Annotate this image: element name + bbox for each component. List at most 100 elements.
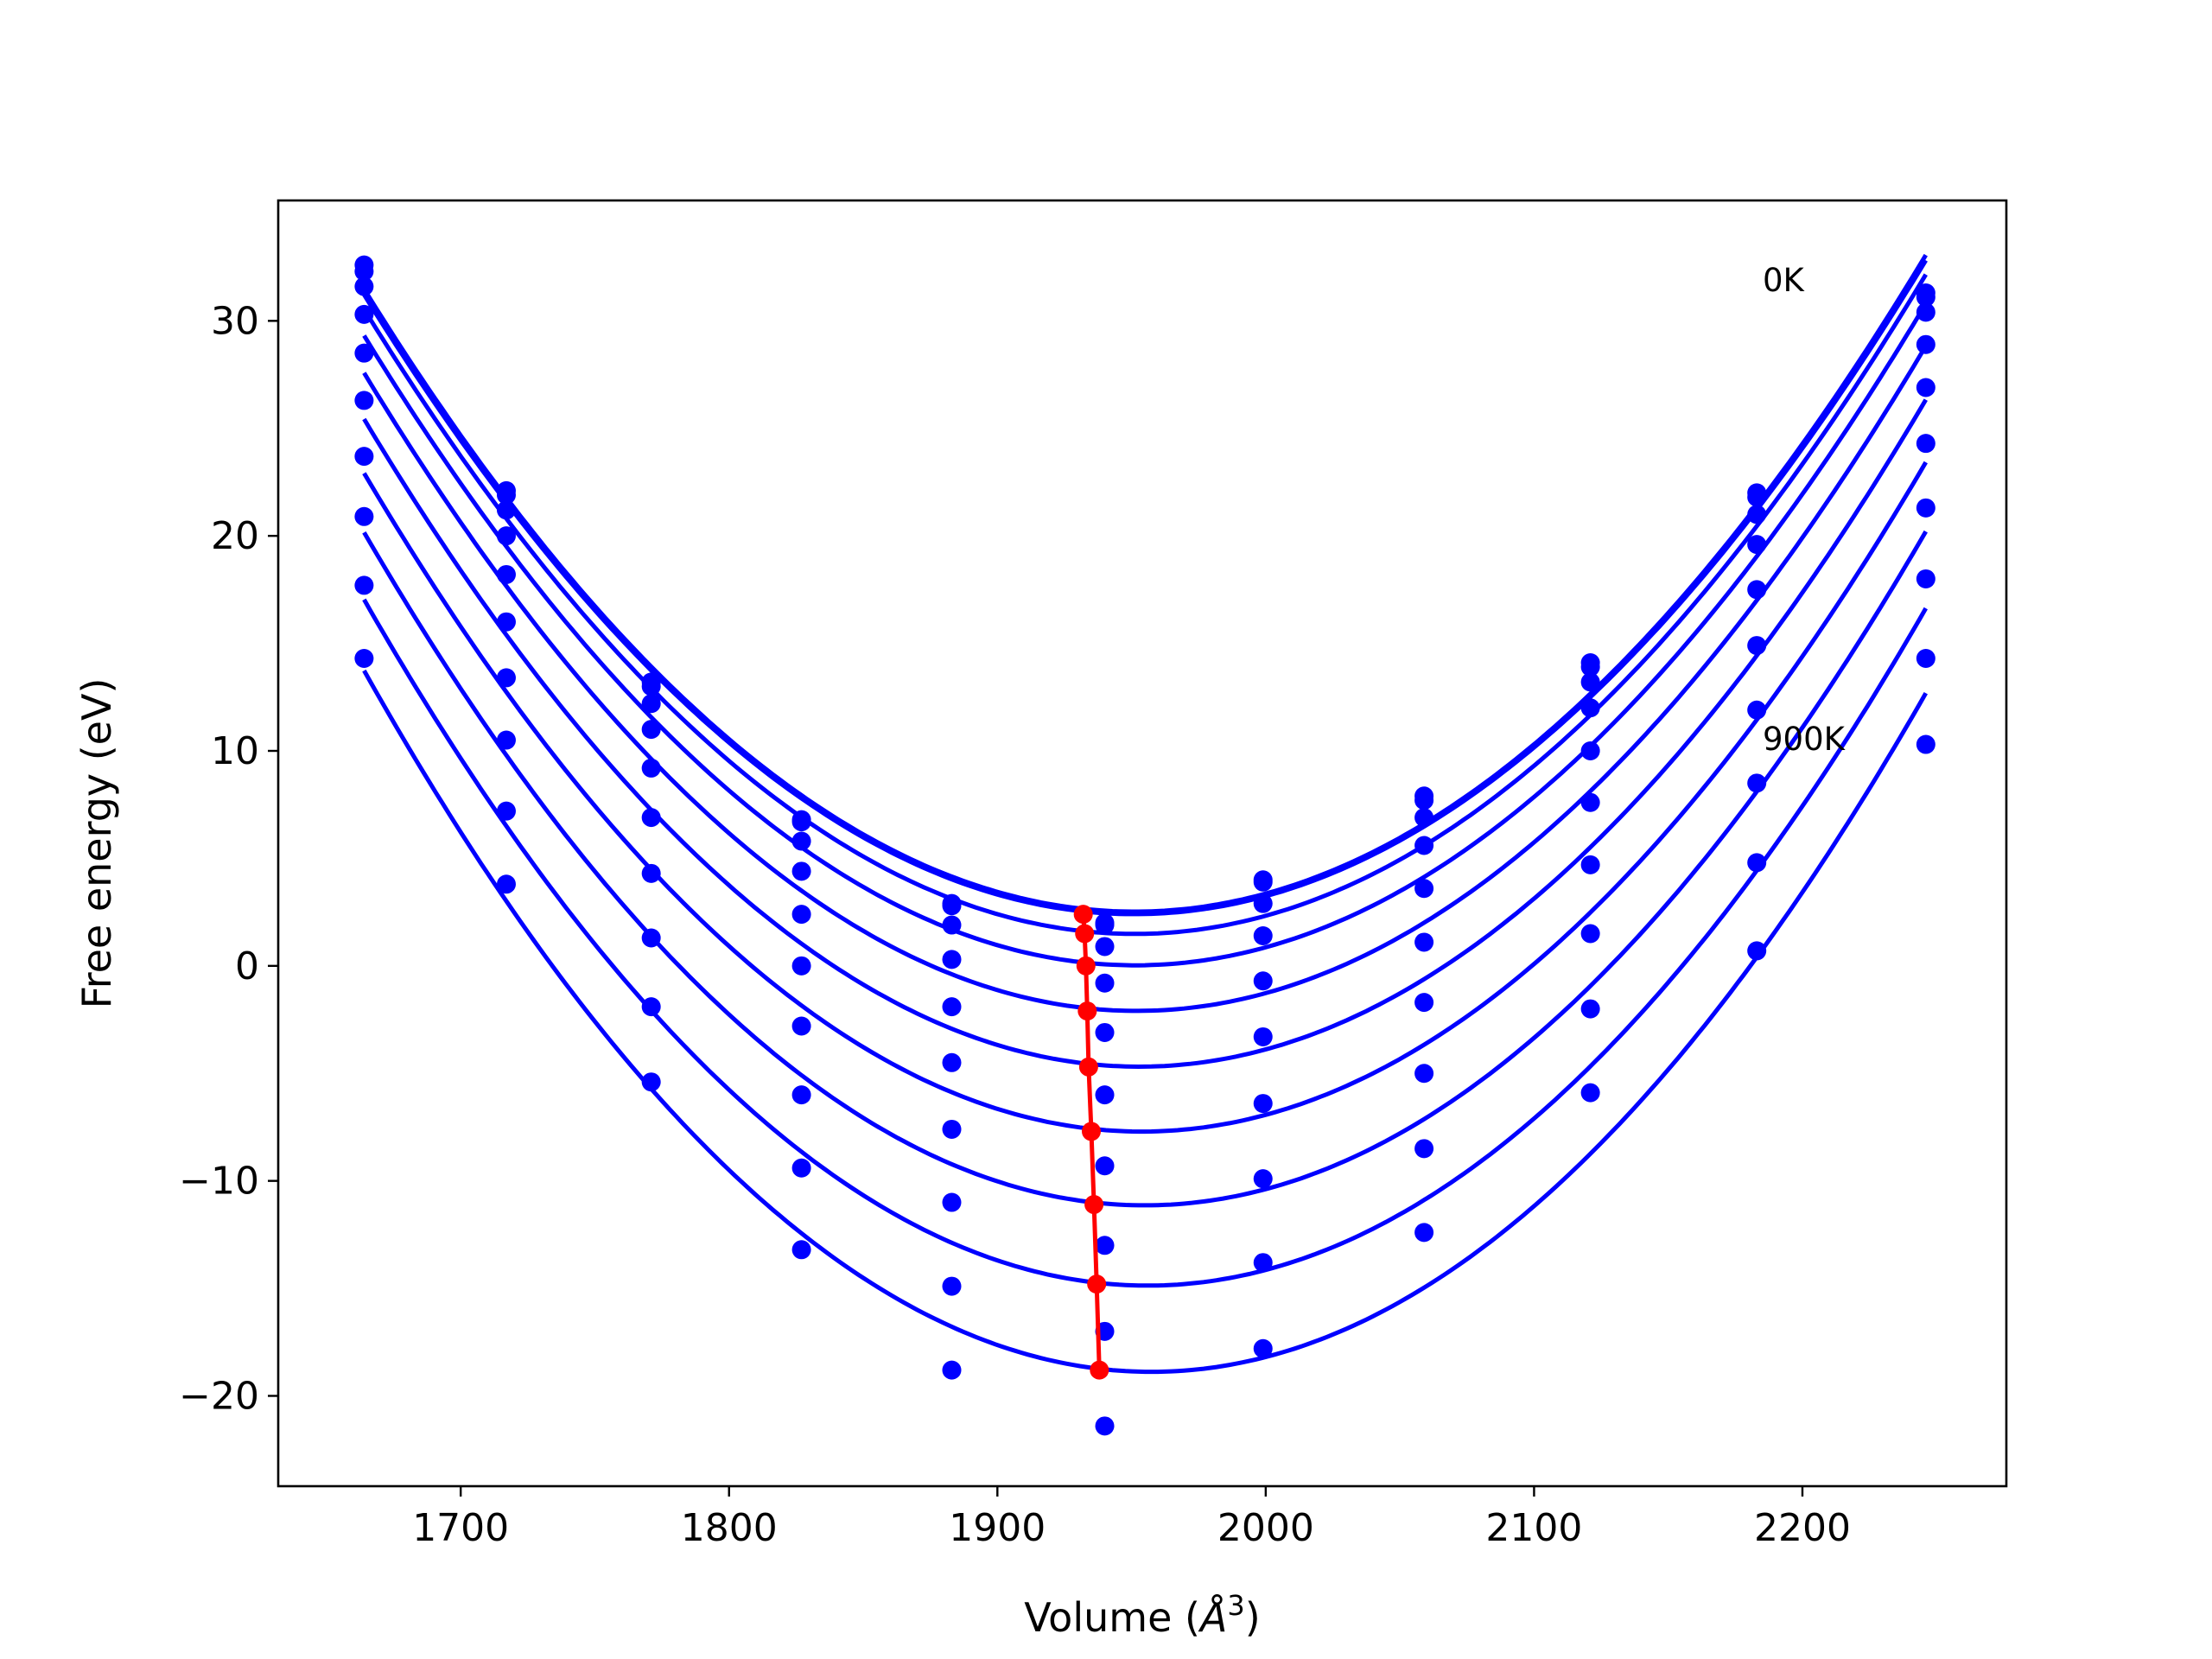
- data-point: [354, 343, 374, 363]
- fit-curve-8: [362, 598, 1928, 1288]
- data-point: [1580, 999, 1600, 1019]
- data-point: [1747, 487, 1767, 507]
- data-point: [942, 1192, 962, 1212]
- data-point: [641, 1072, 661, 1092]
- data-point: [791, 905, 811, 925]
- data-point: [1580, 792, 1600, 812]
- data-point: [496, 526, 516, 546]
- minimum-point: [1084, 1195, 1104, 1215]
- data-point: [1916, 734, 1936, 754]
- data-point: [496, 564, 516, 584]
- data-point: [1253, 893, 1273, 913]
- data-point: [1253, 1094, 1273, 1114]
- data-point: [942, 1119, 962, 1139]
- minimum-point: [1073, 905, 1093, 925]
- data-point: [496, 668, 516, 688]
- data-point: [354, 391, 374, 410]
- data-point: [496, 874, 516, 894]
- data-point: [1747, 941, 1767, 961]
- y-axis-label: Free energy (eV): [73, 678, 120, 1009]
- data-point: [354, 575, 374, 595]
- data-point: [791, 831, 811, 851]
- data-point: [791, 861, 811, 881]
- data-point: [641, 997, 661, 1017]
- data-point: [496, 485, 516, 505]
- annotation-0k: 0K: [1763, 262, 1806, 299]
- data-point: [1916, 434, 1936, 454]
- data-point: [354, 304, 374, 324]
- minimum-point: [1078, 1057, 1098, 1077]
- data-point: [1253, 872, 1273, 892]
- x-tick-label: 1700: [412, 1506, 509, 1550]
- y-tick-label: 20: [211, 514, 259, 558]
- data-point: [1095, 1022, 1115, 1042]
- fit-curves: [362, 253, 1928, 1375]
- data-point: [1916, 649, 1936, 669]
- data-point: [1916, 569, 1936, 588]
- data-point: [942, 1276, 962, 1296]
- x-tick-label: 2200: [1754, 1506, 1851, 1550]
- fit-curve-7: [362, 530, 1928, 1208]
- fit-curve-0: [362, 253, 1928, 914]
- minimum-point: [1077, 1001, 1097, 1021]
- fit-curve-1: [362, 259, 1928, 917]
- data-point: [1747, 636, 1767, 656]
- minimum-point: [1081, 1122, 1101, 1141]
- data-point: [942, 915, 962, 935]
- data-point: [942, 997, 962, 1017]
- data-point: [641, 758, 661, 778]
- data-point: [1253, 1169, 1273, 1189]
- y-tick-label: −20: [179, 1374, 259, 1418]
- x-axis-label-superscript: 3: [1227, 1589, 1244, 1622]
- data-point: [1747, 853, 1767, 873]
- data-point: [1095, 973, 1115, 993]
- fit-curve-4: [362, 345, 1928, 1014]
- x-axis-ticks: 1700 1800 1900 2000 2100 2200: [412, 1486, 1851, 1550]
- data-point: [1747, 700, 1767, 720]
- fit-curve-3: [362, 302, 1928, 968]
- data-point: [791, 1158, 811, 1178]
- y-tick-label: −10: [179, 1160, 259, 1204]
- data-point: [791, 1085, 811, 1105]
- data-point: [1095, 1156, 1115, 1176]
- data-point: [791, 1240, 811, 1260]
- data-point: [791, 812, 811, 832]
- data-point: [354, 649, 374, 669]
- data-point: [942, 896, 962, 916]
- data-point: [354, 262, 374, 282]
- data-point: [641, 808, 661, 828]
- x-tick-label: 2100: [1485, 1506, 1582, 1550]
- minima-series: [1073, 905, 1109, 1380]
- data-point: [1414, 879, 1434, 899]
- data-point: [1414, 1064, 1434, 1084]
- data-point: [496, 730, 516, 750]
- data-point: [1580, 924, 1600, 944]
- data-point: [942, 1052, 962, 1072]
- fit-curve-5: [362, 398, 1928, 1070]
- data-point: [641, 720, 661, 740]
- data-point: [354, 276, 374, 296]
- data-point: [1414, 836, 1434, 855]
- data-point: [1580, 1083, 1600, 1103]
- fit-curve-2: [362, 273, 1928, 937]
- data-point: [1253, 925, 1273, 945]
- x-axis-label-text: Volume (: [1024, 1594, 1200, 1641]
- data-point: [1580, 657, 1600, 677]
- minimum-point: [1075, 924, 1095, 944]
- data-point: [1747, 773, 1767, 793]
- data-point: [354, 506, 374, 526]
- data-point: [1095, 1236, 1115, 1255]
- data-point: [496, 500, 516, 520]
- data-point: [496, 612, 516, 632]
- x-tick-label: 1800: [681, 1506, 778, 1550]
- data-point: [942, 1360, 962, 1380]
- data-point: [641, 677, 661, 696]
- fit-curve-6: [362, 461, 1928, 1135]
- data-point: [1414, 993, 1434, 1013]
- data-point: [1580, 855, 1600, 874]
- data-point: [1916, 287, 1936, 307]
- minimum-point: [1087, 1274, 1107, 1294]
- y-axis-ticks: −20 −10 0 10 20 30: [179, 299, 278, 1418]
- x-tick-label: 1900: [949, 1506, 1046, 1550]
